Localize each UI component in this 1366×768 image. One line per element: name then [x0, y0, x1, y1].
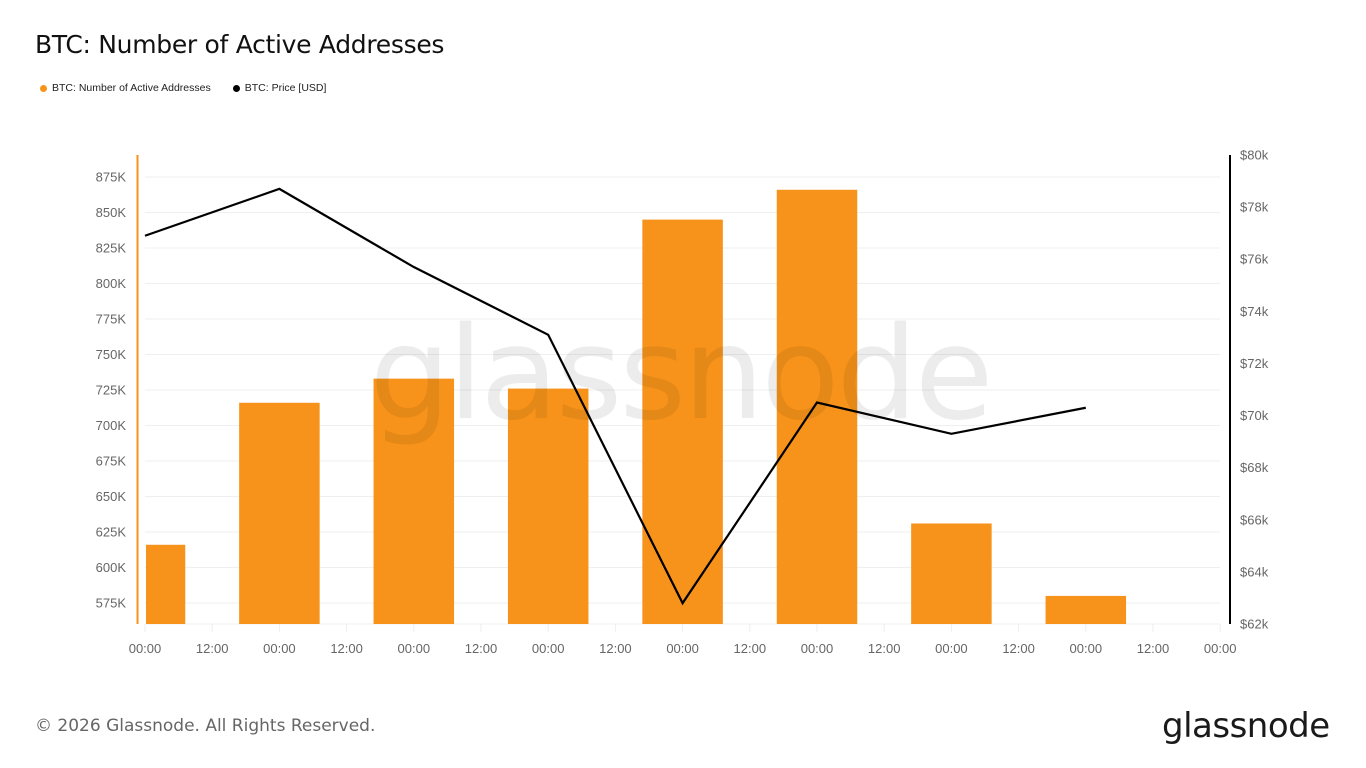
right-axis-tick: $64k	[1240, 564, 1269, 579]
bar	[1045, 595, 1127, 624]
left-axis-tick: 700K	[96, 418, 127, 433]
legend-label: BTC: Number of Active Addresses	[52, 82, 211, 94]
x-axis-tick: 12:00	[599, 641, 632, 656]
right-axis-tick: $62k	[1240, 617, 1269, 632]
legend-item-active-addresses[interactable]: BTC: Number of Active Addresses	[40, 82, 211, 94]
x-axis-tick: 12:00	[465, 641, 498, 656]
left-axis-tick: 775K	[96, 312, 127, 327]
chart-title: BTC: Number of Active Addresses	[35, 30, 445, 59]
x-axis-tick: 12:00	[868, 641, 901, 656]
left-axis-tick: 875K	[96, 170, 127, 185]
left-axis-tick: 800K	[96, 276, 127, 291]
copyright-text: © 2026 Glassnode. All Rights Reserved.	[35, 716, 376, 736]
x-axis-tick: 00:00	[1070, 641, 1103, 656]
x-axis-tick: 00:00	[129, 641, 162, 656]
x-axis-tick: 12:00	[734, 641, 767, 656]
left-axis-tick: 650K	[96, 489, 127, 504]
x-axis-tick: 00:00	[935, 641, 968, 656]
x-axis-tick: 12:00	[196, 641, 229, 656]
right-axis-tick: $74k	[1240, 304, 1269, 319]
left-axis-tick: 725K	[96, 383, 127, 398]
left-axis-tick: 625K	[96, 525, 127, 540]
right-axis-tick: $68k	[1240, 460, 1269, 475]
bar	[146, 544, 186, 624]
right-axis-tick: $66k	[1240, 512, 1269, 527]
black-dot-icon	[232, 84, 240, 92]
left-axis-tick: 600K	[96, 560, 127, 575]
price-line	[144, 187, 1087, 606]
x-axis-tick: 00:00	[666, 641, 699, 656]
x-axis-tick: 00:00	[532, 641, 565, 656]
bar	[507, 388, 589, 624]
bar	[239, 402, 320, 624]
x-axis-tick: 00:00	[263, 641, 296, 656]
x-axis-tick: 12:00	[1002, 641, 1035, 656]
right-axis-tick: $72k	[1240, 356, 1269, 371]
x-axis-tick: 00:00	[398, 641, 431, 656]
right-axis-tick: $78k	[1240, 200, 1269, 215]
orange-dot-icon	[40, 84, 47, 92]
left-axis-tick: 750K	[96, 347, 127, 362]
left-axis-tick: 675K	[96, 454, 127, 469]
watermark: glassnode	[369, 300, 990, 449]
x-axis-tick: 12:00	[1137, 641, 1170, 656]
bar	[911, 523, 992, 624]
legend-label: BTC: Price [USD]	[244, 82, 327, 94]
glassnode-logo: glassnode	[1162, 706, 1330, 746]
bar	[776, 189, 858, 624]
bar	[642, 219, 723, 624]
right-axis-tick: $70k	[1240, 408, 1269, 423]
bar	[373, 378, 455, 624]
legend-item-price[interactable]: BTC: Price [USD]	[232, 82, 327, 94]
right-axis-tick: $76k	[1240, 252, 1269, 267]
left-axis-tick: 575K	[96, 596, 127, 611]
x-axis-tick: 00:00	[1204, 641, 1237, 656]
legend: BTC: Number of Active Addresses BTC: Pri…	[40, 82, 326, 94]
x-axis-tick: 12:00	[330, 641, 363, 656]
left-axis-tick: 825K	[96, 241, 127, 256]
right-axis-tick: $80k	[1240, 148, 1269, 163]
x-axis-tick: 00:00	[801, 641, 834, 656]
left-axis-tick: 850K	[96, 205, 127, 220]
